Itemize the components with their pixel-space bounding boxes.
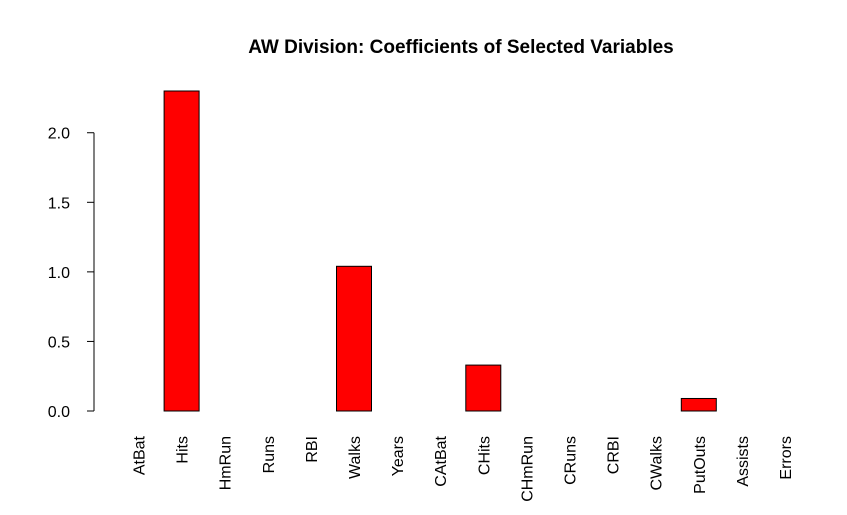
y-tick-label: 2.0 (48, 126, 70, 143)
bar-hits (163, 90, 200, 412)
x-tick-label: CHmRun (519, 436, 536, 502)
x-tick-label: Errors (778, 436, 795, 480)
x-tick-label: Hits (175, 436, 192, 464)
x-tick-label: AtBat (132, 435, 149, 475)
x-tick-label: Assists (735, 436, 752, 487)
x-tick-label: Years (390, 436, 407, 476)
x-tick-label: CWalks (649, 436, 666, 491)
bars-group (163, 90, 717, 412)
y-tick-label: 1.5 (48, 195, 70, 212)
y-tick-label: 0.5 (48, 334, 70, 351)
bar-walks (336, 265, 372, 412)
x-tick-label: CRuns (563, 436, 580, 485)
bar-putouts (680, 397, 717, 412)
x-tick-label: HmRun (218, 436, 235, 490)
x-tick-label: RBI (304, 436, 321, 463)
x-tick-label: PutOuts (692, 436, 709, 494)
x-tick-label: CRBI (606, 436, 623, 474)
y-tick-label: 1.0 (48, 265, 70, 282)
y-axis: 0.0 0.5 1.0 1.5 2.0 (48, 126, 95, 421)
x-tick-label: Walks (347, 436, 364, 479)
x-tick-label: CAtBat (433, 435, 450, 486)
bar-chits (465, 364, 502, 412)
x-tick-label: CHits (476, 436, 493, 475)
chart-title: AW Division: Coefficients of Selected Va… (248, 37, 674, 58)
x-axis-labels: AtBat Hits HmRun Runs RBI Walks Years CAtBat CHi… (132, 435, 796, 501)
x-tick-label: Runs (261, 436, 278, 473)
y-tick-label: 0.0 (48, 404, 70, 421)
